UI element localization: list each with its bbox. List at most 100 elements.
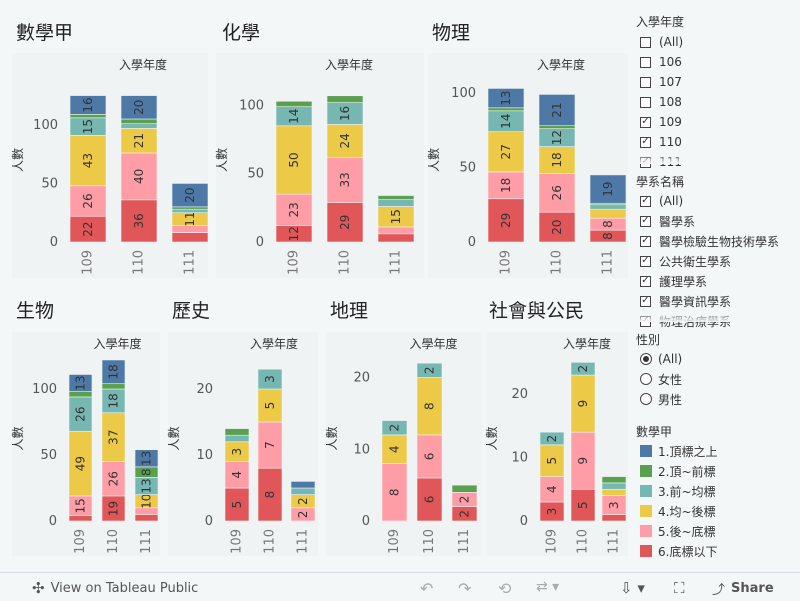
year-option[interactable]: 106 — [640, 53, 682, 71]
share-button[interactable]: ⤴ Share — [712, 579, 774, 598]
bar-segment[interactable] — [570, 431, 596, 490]
bar-segment[interactable] — [487, 107, 525, 112]
bar-segment[interactable] — [224, 461, 250, 489]
bar-segment[interactable] — [377, 195, 415, 200]
checkbox-icon[interactable] — [640, 76, 651, 88]
checkbox-icon[interactable]: ✓ — [640, 215, 651, 227]
bar-segment[interactable] — [539, 431, 565, 446]
bar-segment[interactable] — [120, 128, 158, 154]
bar-segment[interactable] — [377, 226, 415, 235]
year-option[interactable]: ✓ 109 — [640, 113, 682, 131]
fullscreen-icon[interactable]: ⛶ — [674, 579, 685, 597]
bar-segment[interactable] — [134, 449, 159, 468]
bar-segment[interactable] — [377, 199, 415, 207]
bar-segment[interactable] — [275, 125, 313, 195]
bar-segment[interactable] — [69, 215, 107, 243]
bar-segment[interactable] — [570, 362, 596, 376]
bar-segment[interactable] — [538, 94, 576, 127]
gender-option[interactable]: (All) — [640, 350, 682, 368]
bar-segment[interactable] — [69, 114, 107, 119]
bar-segment[interactable] — [290, 487, 316, 495]
bar-segment[interactable] — [68, 391, 93, 398]
checkbox-icon[interactable]: ✓ — [640, 295, 651, 307]
bar-segment[interactable] — [539, 444, 565, 477]
checkbox-icon[interactable]: ✓ — [640, 275, 651, 287]
year-option[interactable]: 107 — [640, 73, 682, 91]
bar-segment[interactable] — [275, 193, 313, 226]
checkbox-icon[interactable]: ✓ — [640, 235, 651, 247]
bar-segment[interactable] — [381, 463, 408, 522]
radio-icon[interactable] — [640, 353, 652, 365]
bar-segment[interactable] — [326, 156, 364, 203]
bar-segment[interactable] — [326, 124, 364, 158]
bar-segment[interactable] — [171, 206, 209, 210]
bar-segment[interactable] — [171, 183, 209, 208]
bar-segment[interactable] — [381, 420, 408, 436]
bar-segment[interactable] — [120, 95, 158, 120]
revert-icon[interactable]: ⟲ — [498, 579, 512, 598]
bar-segment[interactable] — [120, 118, 158, 124]
bar-segment[interactable] — [538, 173, 576, 213]
bar-segment[interactable] — [68, 515, 93, 522]
bar-segment[interactable] — [538, 125, 576, 129]
bar-segment[interactable] — [589, 174, 627, 204]
bar-segment[interactable] — [171, 232, 209, 243]
dept-option[interactable]: ✓ 醫學資訊學系 — [640, 292, 731, 310]
bar-segment[interactable] — [326, 95, 364, 103]
bar-segment[interactable] — [601, 482, 627, 490]
bar-segment[interactable] — [487, 198, 525, 243]
bar-segment[interactable] — [224, 434, 250, 443]
bar-segment[interactable] — [326, 202, 364, 243]
bar-segment[interactable] — [377, 233, 415, 243]
gender-option[interactable]: 男性 — [640, 390, 682, 408]
download-icon[interactable]: ⇩ ▾ — [620, 579, 645, 597]
bar-segment[interactable] — [224, 487, 250, 522]
dept-option[interactable]: ✓ 醫學檢驗生物技術學系 — [640, 232, 779, 250]
bar-segment[interactable] — [601, 488, 627, 496]
bar-segment[interactable] — [290, 481, 316, 489]
bar-segment[interactable] — [120, 152, 158, 201]
dept-option[interactable]: ✓ 醫學系 — [640, 212, 695, 230]
checkbox-icon[interactable] — [640, 96, 651, 108]
dept-option[interactable]: ✓ (All) — [640, 192, 683, 210]
bar-segment[interactable] — [451, 484, 478, 493]
bar-segment[interactable] — [257, 368, 283, 390]
bar-segment[interactable] — [539, 476, 565, 503]
radio-icon[interactable] — [640, 393, 652, 405]
dept-option[interactable]: ✓ 護理學系 — [640, 272, 707, 290]
bar-segment[interactable] — [257, 421, 283, 469]
checkbox-icon[interactable] — [640, 56, 651, 68]
checkbox-icon[interactable]: ✓ — [640, 116, 651, 128]
bar-segment[interactable] — [487, 88, 525, 109]
refresh-icon[interactable]: ⇄ ▾ — [536, 579, 560, 595]
bar-segment[interactable] — [381, 434, 408, 464]
undo-icon[interactable]: ↶ — [420, 579, 434, 598]
bar-segment[interactable] — [570, 488, 596, 522]
bar-segment[interactable] — [69, 95, 107, 115]
bar-segment[interactable] — [589, 204, 627, 210]
bar-segment[interactable] — [416, 434, 443, 479]
checkbox-icon[interactable]: ✓ — [640, 255, 651, 267]
bar-segment[interactable] — [68, 374, 93, 392]
checkbox-icon[interactable] — [640, 36, 651, 48]
dept-option[interactable]: ✓ 公共衛生學系 — [640, 252, 731, 270]
bar-segment[interactable] — [224, 428, 250, 436]
year-option[interactable]: (All) — [640, 33, 683, 51]
bar-segment[interactable] — [101, 383, 126, 390]
bar-segment[interactable] — [589, 208, 627, 219]
checkbox-icon[interactable]: ✓ — [640, 136, 651, 148]
bar-segment[interactable] — [171, 208, 209, 214]
year-option[interactable]: 108 — [640, 93, 682, 111]
bar-segment[interactable] — [120, 123, 158, 129]
bar-segment[interactable] — [257, 467, 283, 522]
radio-icon[interactable] — [640, 373, 652, 385]
bar-segment[interactable] — [275, 100, 313, 107]
year-option[interactable]: ✓ 110 — [640, 133, 682, 151]
bar-segment[interactable] — [601, 476, 627, 484]
bar-segment[interactable] — [601, 514, 627, 522]
bar-segment[interactable] — [416, 362, 443, 378]
bar-segment[interactable] — [416, 477, 443, 522]
checkbox-icon[interactable]: ✓ — [640, 195, 651, 207]
bar-segment[interactable] — [570, 374, 596, 433]
view-on-tableau-link[interactable]: ✣ View on Tableau Public — [32, 579, 198, 597]
